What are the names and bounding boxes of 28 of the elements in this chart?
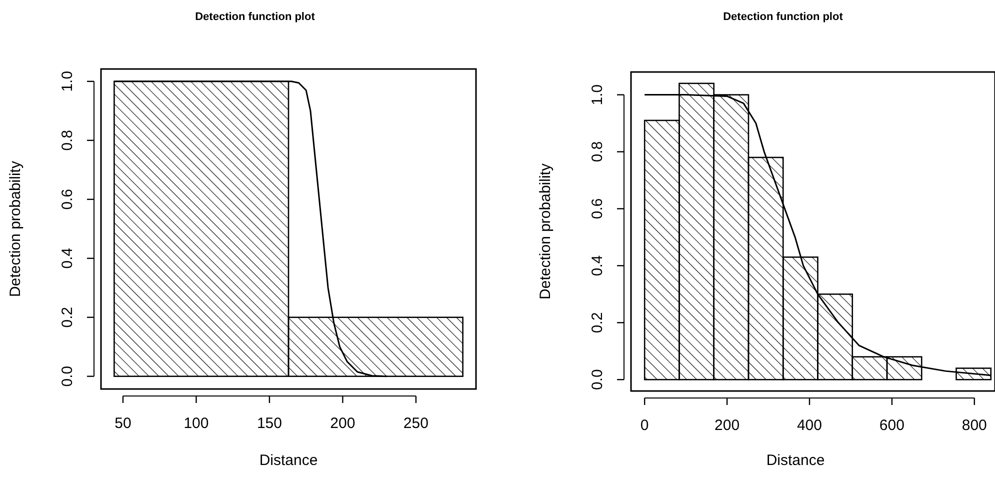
- y-tick-label: 0.0: [59, 366, 76, 387]
- x-tick-label: 50: [114, 415, 132, 432]
- y-tick-label: 0.8: [59, 130, 76, 151]
- y-tick-label: 0.4: [589, 255, 606, 276]
- chart-title: Detection function plot: [723, 11, 844, 23]
- x-tick-label: 0: [640, 417, 649, 434]
- y-tick-label: 0.6: [589, 198, 606, 220]
- y-tick-label: 0.0: [589, 369, 606, 390]
- x-tick-label: 150: [256, 415, 282, 432]
- y-tick-label: 0.2: [59, 306, 76, 328]
- y-tick-label: 1.0: [589, 84, 606, 106]
- y-tick-label: 0.4: [59, 248, 76, 269]
- x-axis-title: Distance: [766, 452, 825, 469]
- y-tick-label: 1.0: [59, 70, 76, 92]
- x-tick-label: 400: [796, 417, 822, 434]
- x-tick-label: 600: [879, 417, 904, 434]
- x-tick-label: 100: [184, 415, 209, 432]
- y-axis-title: Detection probability: [7, 160, 24, 297]
- y-tick-label: 0.2: [589, 312, 606, 334]
- x-axis-title: Distance: [259, 452, 318, 469]
- x-tick-label: 800: [962, 417, 987, 434]
- x-tick-label: 200: [714, 417, 740, 434]
- y-axis-title: Detection probability: [537, 163, 554, 300]
- y-tick-label: 0.6: [59, 188, 76, 210]
- x-tick-label: 200: [330, 415, 356, 432]
- chart-title: Detection function plot: [195, 11, 316, 23]
- y-tick-label: 0.8: [589, 141, 606, 162]
- x-tick-label: 250: [403, 415, 428, 432]
